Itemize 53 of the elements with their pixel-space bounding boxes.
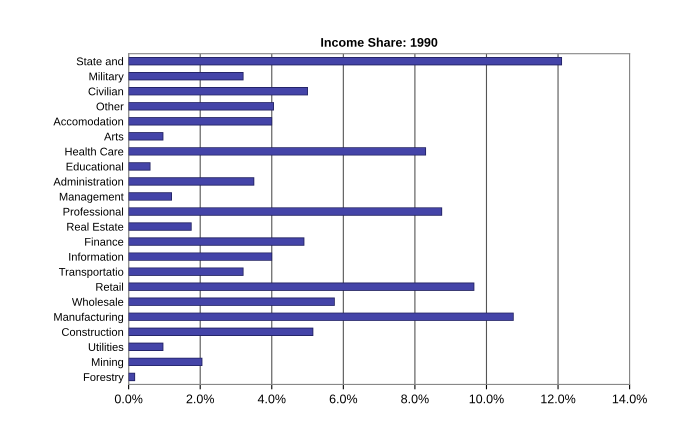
bar — [128, 147, 426, 156]
y-tick-label: Real Estate — [67, 222, 124, 231]
y-tick-label: Educational — [66, 162, 124, 171]
bar — [128, 56, 562, 66]
bar — [128, 72, 244, 80]
x-tick-label: 4.0% — [258, 394, 286, 404]
y-tick-label: Mining — [92, 358, 124, 368]
bar — [128, 237, 304, 246]
y-tick-label: Civilian — [88, 87, 124, 96]
y-tick-label: Construction — [62, 328, 124, 336]
y-tick-label: Arts — [104, 132, 124, 140]
y-tick-label: Administration — [53, 177, 124, 186]
y-tick-label: State and — [76, 57, 124, 66]
bar — [128, 358, 202, 366]
bar — [128, 328, 314, 336]
bar — [128, 117, 272, 126]
bar — [128, 267, 244, 276]
x-tick-label: 14.0% — [612, 394, 647, 404]
y-tick-label: Information — [69, 252, 124, 261]
y-tick-label: Transportatio — [58, 268, 124, 278]
x-tick-label: 6.0% — [330, 394, 358, 404]
y-tick-label: Management — [60, 192, 124, 203]
bar — [128, 372, 136, 382]
bar — [128, 252, 272, 261]
y-tick-label: Health Care — [65, 147, 124, 156]
y-tick-label: Military — [90, 72, 124, 83]
bar — [128, 162, 151, 171]
y-tick-label: Professional — [64, 207, 124, 216]
bar — [128, 282, 474, 291]
bar — [128, 342, 164, 352]
bar — [128, 102, 274, 110]
y-tick-label: Other — [96, 102, 124, 110]
x-tick-label: 12.0% — [541, 394, 576, 404]
bar — [128, 207, 442, 216]
y-tick-label: Finance — [85, 238, 124, 246]
bar — [128, 177, 254, 186]
y-tick-label: Accomodation — [53, 117, 124, 126]
x-tick-label: 10.0% — [470, 394, 504, 404]
y-tick-label: Manufacturing — [54, 312, 124, 324]
y-tick-label: Wholesale — [72, 298, 124, 306]
bar — [128, 132, 164, 141]
x-tick-label: 0.0% — [114, 394, 142, 404]
x-tick-label: 8.0% — [401, 394, 429, 404]
x-tick-label: 2.0% — [186, 394, 214, 404]
bar — [128, 87, 308, 96]
y-tick-label: Retail — [96, 282, 124, 291]
bar — [128, 192, 172, 201]
bar — [128, 312, 514, 321]
bar — [128, 298, 335, 306]
chart-title: Income Share: 1990 — [321, 38, 438, 47]
y-tick-label: Utilities — [88, 342, 124, 351]
bar — [128, 222, 192, 231]
y-tick-label: Forestry — [84, 373, 124, 384]
